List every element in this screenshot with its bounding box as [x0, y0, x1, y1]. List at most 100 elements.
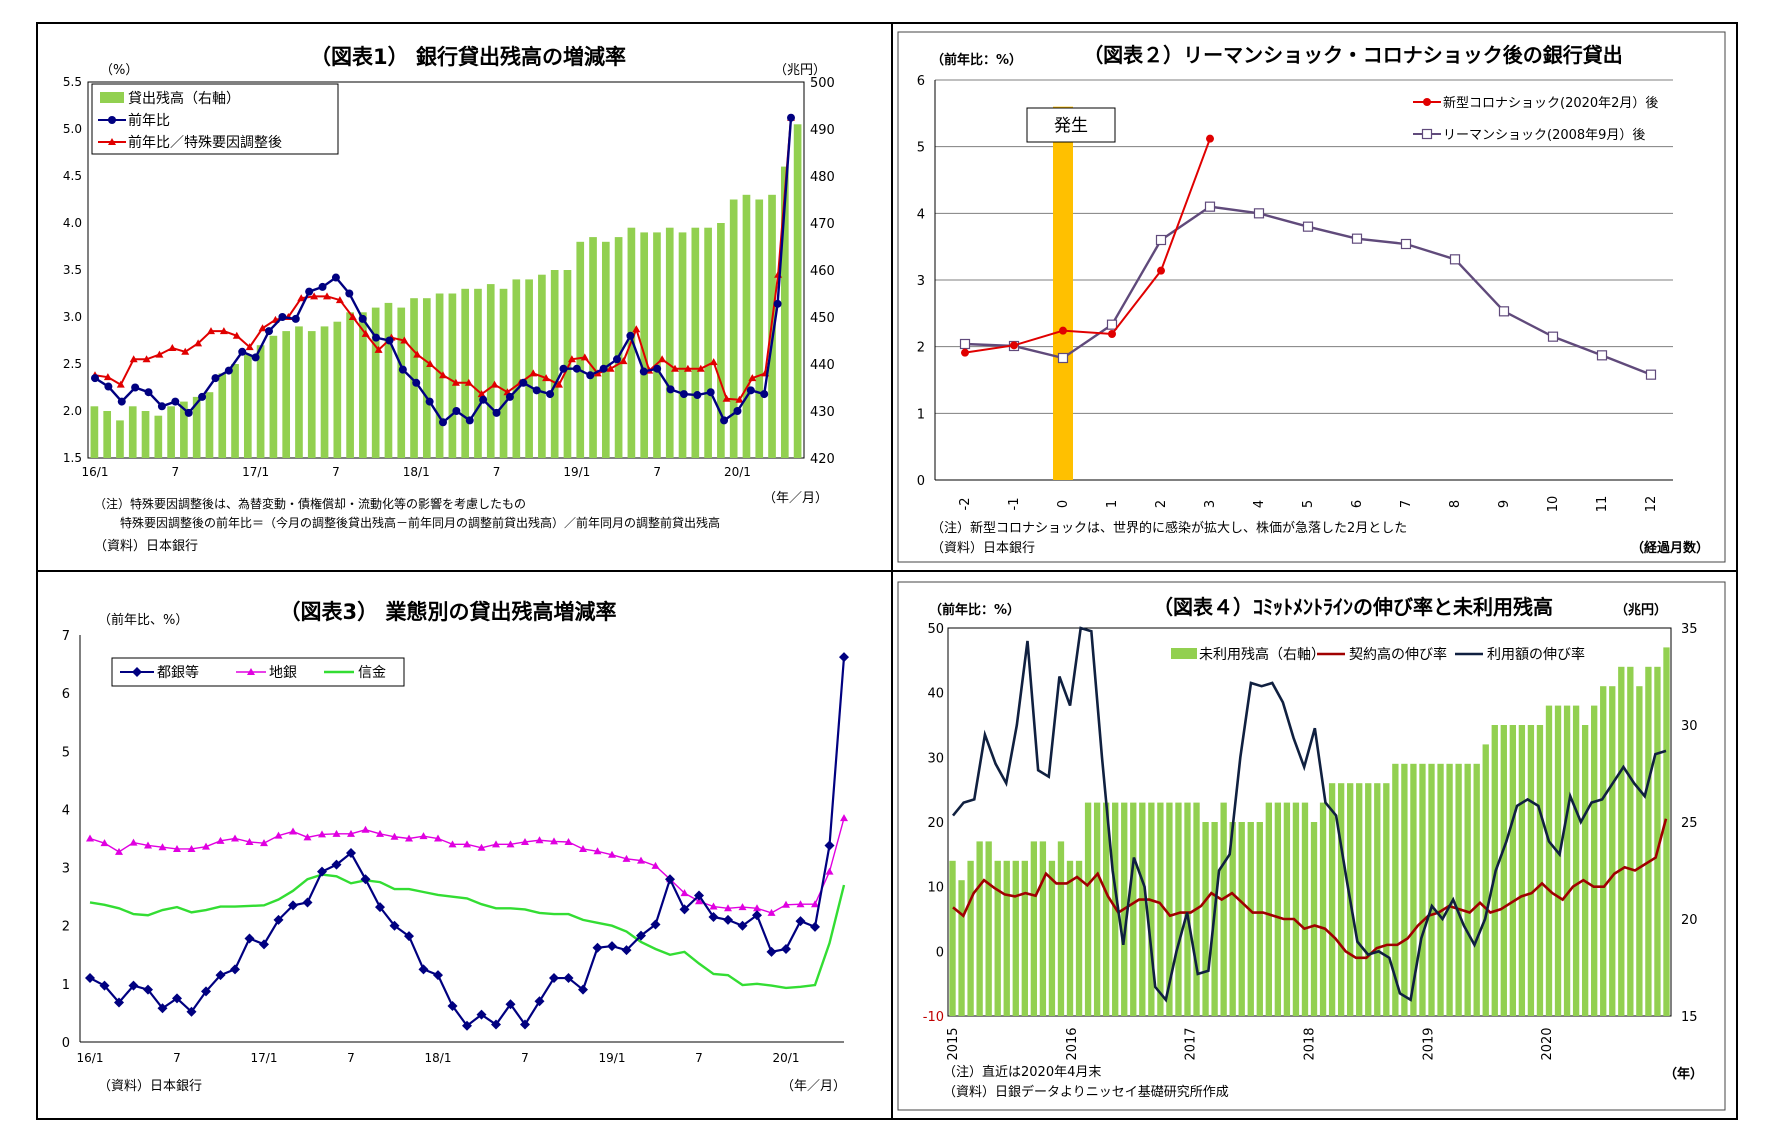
chart-1-bar [589, 237, 597, 458]
chart-2-corona-point [961, 348, 969, 357]
chart-4-inner-frame [897, 581, 1726, 1111]
chart-1-series1-point [505, 392, 514, 401]
chart-3-toshi-point [549, 973, 559, 984]
chart-4-bar [1003, 860, 1010, 1016]
chart-3-toshi-point [650, 919, 661, 930]
chart-1-series1-point [278, 313, 287, 321]
chart-1-x-unit: （年／月） [763, 491, 828, 506]
chart-2-xtick: 1 [1105, 500, 1120, 508]
chart-1-bar [691, 227, 700, 458]
chart-1-bar [320, 326, 329, 458]
chart-1-bar [116, 420, 124, 458]
chart-1-series1-point [238, 347, 247, 356]
chart-3-toshi-point [259, 939, 269, 950]
chart-3-toshi-point [505, 999, 516, 1010]
chart-1-series2-point [335, 296, 344, 304]
chart-2-lehman-point [1302, 221, 1314, 232]
chart-1-bar [371, 307, 380, 458]
chart-4-bar [1030, 841, 1038, 1016]
chart-4-bar [1328, 783, 1336, 1016]
chart-4-bar [1392, 763, 1399, 1016]
chart-1-series1-point [626, 331, 635, 340]
chart-2-left-unit: （前年比：%） [931, 52, 1022, 68]
chart-1-series1-point [733, 407, 742, 415]
chart-4-ytick-right: 25 [1681, 816, 1698, 831]
chart-4-bar [1609, 686, 1616, 1016]
chart-1-note: （注）特殊要因調整後は、為替変動・債権償却・流動化等の影響を考慮したもの [94, 496, 526, 511]
chart-3-toshi-point [520, 1019, 530, 1030]
chart-3-toshi-point [157, 1003, 168, 1014]
chart-1-series2-point [748, 374, 757, 382]
chart-1-ytick-right: 450 [810, 311, 835, 326]
chart-1-series2-point [400, 336, 409, 344]
chart-1-bar [346, 312, 354, 458]
chart-3-xtick: 20/1 [773, 1051, 800, 1065]
chart-1-legend-label: 前年比 [128, 112, 170, 129]
chart-2-ytick: 2 [917, 341, 925, 356]
chart-1-bar [180, 401, 188, 458]
chart-1-right-unit: （兆円） [774, 63, 826, 78]
chart-2-event-label-box [1026, 107, 1116, 143]
chart-1-series2-point [361, 329, 370, 337]
chart-1-bar [295, 326, 303, 458]
chart-4-xtick: 2015 [946, 1027, 961, 1060]
chart-3-x-unit: （年／月） [781, 1079, 846, 1094]
chart-3-legend-label: 都銀等 [157, 664, 199, 681]
chart-3-toshi-point [737, 920, 748, 931]
chart-1-xtick: 7 [653, 465, 661, 479]
chart-4-bar [1048, 860, 1056, 1016]
chart-1-series2-point [671, 364, 679, 372]
chart-3-chigin-point [753, 904, 761, 912]
chart-1-series1-point [599, 364, 608, 373]
chart-2-inner-frame [897, 31, 1726, 563]
chart-1-series2-point [426, 360, 435, 367]
chart-1-bar [333, 321, 342, 458]
chart-3-toshi-point [781, 943, 791, 954]
chart-3-toshi-point [578, 984, 588, 995]
chart-1-series1-point [345, 289, 354, 298]
chart-1-bar [282, 331, 291, 458]
chart-4-bar [1012, 860, 1019, 1016]
chart-4-bar [1500, 725, 1507, 1016]
chart-1-series2-point [490, 380, 499, 388]
chart-3-chigin-point [796, 900, 805, 908]
chart-4-bar [1084, 802, 1092, 1016]
chart-1-series2-point [297, 294, 306, 302]
chart-1-series1-point [572, 364, 581, 373]
chart-1-series2-point [555, 380, 563, 388]
chart-3-chigin-point [347, 829, 355, 837]
chart-2-xtick: 3 [1203, 500, 1218, 508]
chart-1-bar [563, 270, 572, 458]
chart-3-toshi-point [230, 964, 240, 975]
chart-1-series1-point [639, 367, 648, 376]
chart-1-series2-point [207, 327, 215, 335]
chart-4-bar [1247, 822, 1254, 1016]
horizontal-divider [36, 570, 1738, 572]
chart-4-ytick-left: 0 [936, 945, 944, 960]
chart-3-chigin-point [187, 844, 196, 852]
chart-1-bar [653, 232, 661, 458]
chart-1-series1-point [653, 364, 662, 373]
chart-1-ytick-left: 2.5 [63, 357, 82, 371]
chart-3-chigin-point [593, 847, 602, 855]
chart-1-series2-point [632, 325, 641, 333]
chart-3-chigin-point [129, 838, 138, 846]
chart-1-series1-point [452, 407, 461, 415]
chart-3-chigin-point [651, 861, 660, 869]
chart-2-xtick: 11 [1595, 496, 1610, 513]
chart-2-legend-label: 新型コロナショック(2020年2月）後 [1443, 95, 1658, 111]
chart-1-xtick: 17/1 [242, 465, 269, 479]
chart-2-note: （注）新型コロナショックは、世界的に感染が拡大し、株価が急落した2月とした [931, 520, 1407, 536]
chart-1-bar [550, 270, 559, 458]
chart-1-bar [435, 293, 444, 458]
chart-3-ytick: 3 [62, 862, 70, 877]
chart-2-lehman-point [1645, 369, 1657, 380]
chart-1-series2-point [168, 344, 177, 352]
chart-3-chigin-point [390, 832, 399, 840]
chart-2-xtick: 6 [1350, 500, 1365, 508]
chart-4-bar [1256, 822, 1263, 1016]
chart-1-series1-point [198, 392, 207, 401]
chart-2-event-band [1053, 106, 1073, 481]
chart-4-x-unit: （年） [1664, 1066, 1703, 1082]
chart-3-toshi-point [752, 910, 762, 921]
